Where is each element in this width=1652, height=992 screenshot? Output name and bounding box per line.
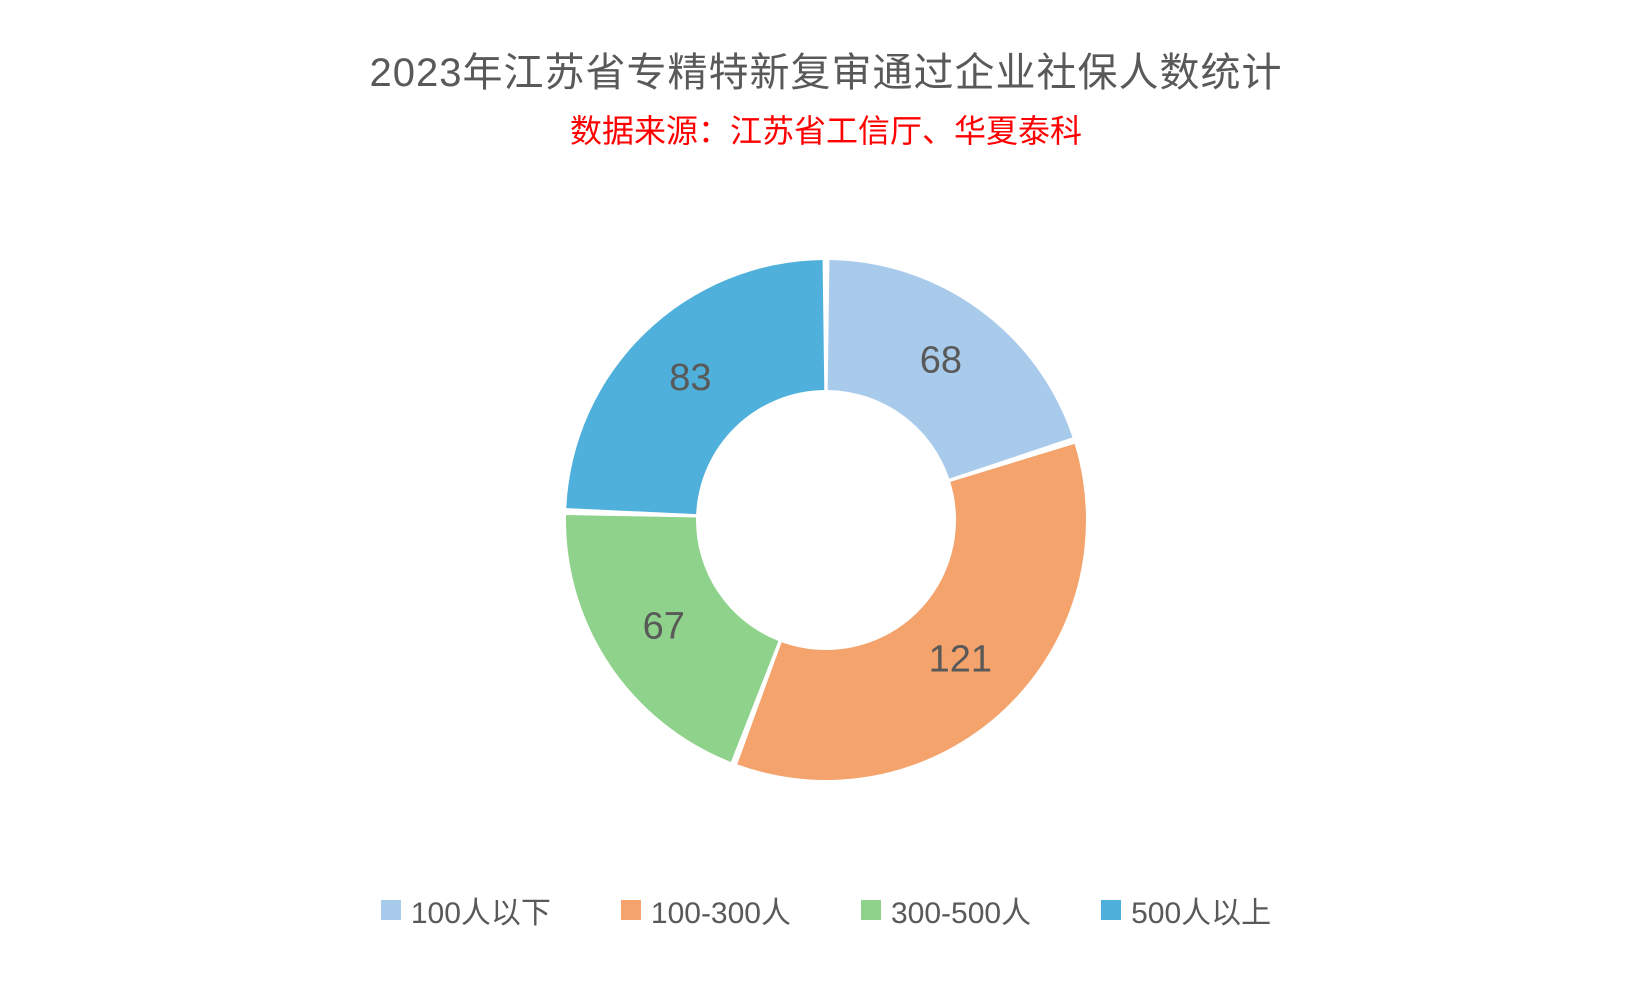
- legend-label: 100-300人: [651, 888, 791, 932]
- donut-chart-area: 68 121 67 83: [0, 152, 1652, 888]
- donut-chart: 68 121 67 83: [476, 210, 1176, 830]
- legend-label: 300-500人: [891, 888, 1031, 932]
- legend-swatch: [621, 900, 641, 920]
- slice-value-label: 68: [920, 339, 962, 381]
- slice-value-label: 67: [643, 605, 685, 647]
- legend-item: 300-500人: [861, 888, 1031, 932]
- chart-container: 2023年江苏省专精特新复审通过企业社保人数统计 数据来源：江苏省工信厅、华夏泰…: [0, 0, 1652, 992]
- legend-item: 100-300人: [621, 888, 791, 932]
- chart-title: 2023年江苏省专精特新复审通过企业社保人数统计: [370, 40, 1283, 98]
- chart-subtitle: 数据来源：江苏省工信厅、华夏泰科: [570, 106, 1082, 152]
- legend-swatch: [1101, 900, 1121, 920]
- legend-swatch: [381, 900, 401, 920]
- chart-legend: 100人以下 100-300人 300-500人 500人以上: [381, 888, 1271, 932]
- legend-label: 100人以下: [411, 888, 551, 932]
- slice-value-label: 121: [929, 638, 992, 680]
- legend-item: 100人以下: [381, 888, 551, 932]
- legend-item: 500人以上: [1101, 888, 1271, 932]
- slice-value-label: 83: [669, 357, 711, 399]
- legend-swatch: [861, 900, 881, 920]
- legend-label: 500人以上: [1131, 888, 1271, 932]
- donut-slice: [737, 444, 1086, 780]
